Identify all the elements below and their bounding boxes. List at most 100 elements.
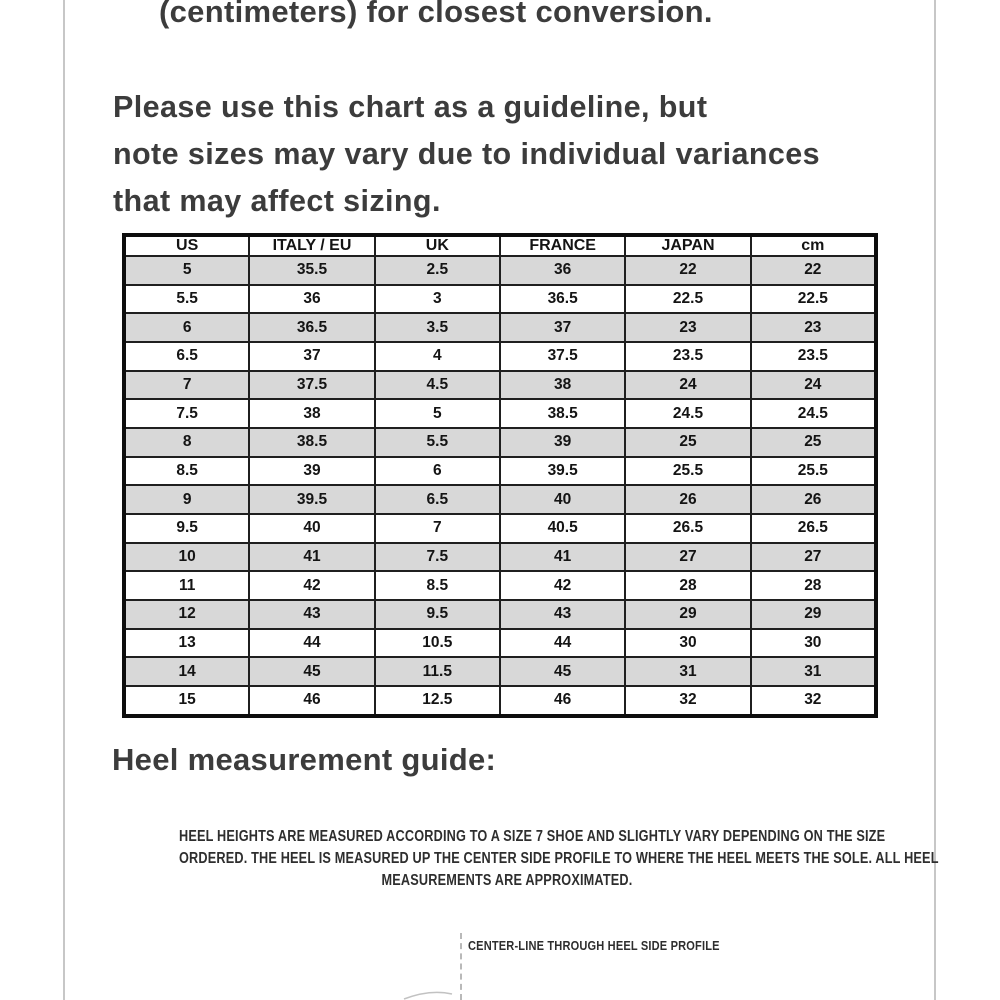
table-cell: 23: [749, 312, 878, 343]
table-cell: 22: [749, 255, 878, 286]
table-cell: 7: [122, 369, 251, 401]
header-row: US ITALY / EU UK FRANCE JAPAN cm: [122, 234, 878, 257]
table-cell: 26.5: [624, 512, 752, 544]
table-cell: 29: [749, 598, 878, 630]
center-line-dashed: [460, 933, 462, 1000]
table-cell: 46: [248, 684, 376, 718]
column-header: JAPAN: [624, 234, 752, 257]
guideline-paragraph: Please use this chart as a guideline, bu…: [113, 84, 903, 225]
guideline-line-2: note sizes may vary due to individual va…: [113, 137, 821, 171]
column-header: cm: [749, 234, 878, 257]
table-cell: 6.5: [373, 484, 501, 515]
column-header: UK: [373, 234, 501, 257]
table-row: 9.5 40 7 40.5 26.5 26.5: [122, 512, 878, 544]
table-cell: 14: [122, 656, 251, 687]
table-cell: 39.5: [248, 484, 376, 515]
table-row: 5 35.5 2.5 36 22 22: [122, 255, 878, 286]
table-cell: 28: [749, 570, 878, 601]
table-cell: 5.5: [373, 426, 501, 458]
table-cell: 23: [624, 312, 752, 343]
table-cell: 28: [624, 570, 752, 601]
heel-profile-sketch-edge: [403, 991, 453, 1000]
size-conversion-table: US ITALY / EU UK FRANCE JAPAN cm 5 35.5 2.5 36 22…: [122, 233, 878, 718]
table-cell: 8.5: [122, 455, 251, 487]
table-cell: 11.5: [373, 656, 501, 687]
table-cell: 13: [122, 627, 251, 659]
table-cell: 42: [498, 570, 627, 601]
table-cell: 12.5: [373, 684, 501, 718]
table-cell: 7.5: [122, 398, 251, 429]
table-cell: 29: [624, 598, 752, 630]
table-cell: 38.5: [498, 398, 627, 429]
table-row: 8 38.5 5.5 39 25 25: [122, 426, 878, 458]
heel-note-line-3: MEASUREMENTS ARE APPROXIMATED.: [381, 872, 633, 889]
table-row: 7 37.5 4.5 38 24 24: [122, 369, 878, 401]
table-cell: 36.5: [498, 283, 627, 315]
table-cell: 40: [498, 484, 627, 515]
heel-note-line-2: ORDERED. THE HEEL IS MEASURED UP THE CEN…: [179, 850, 939, 867]
table-cell: 37: [248, 340, 376, 372]
table-cell: 25.5: [749, 455, 878, 487]
column-header: ITALY / EU: [248, 234, 376, 257]
table-cell: 10.5: [373, 627, 501, 659]
table-cell: 40: [248, 512, 376, 544]
table-cell: 25: [749, 426, 878, 458]
table-cell: 24: [624, 369, 752, 401]
table-cell: 9.5: [373, 598, 501, 630]
table-cell: 37.5: [498, 340, 627, 372]
table-cell: 32: [749, 684, 878, 718]
table-cell: 44: [498, 627, 627, 659]
table-cell: 6: [373, 455, 501, 487]
table-cell: 24: [749, 369, 878, 401]
table-cell: 38: [248, 398, 376, 429]
heel-measurement-note: HEEL HEIGHTS ARE MEASURED ACCORDING TO A…: [179, 826, 939, 892]
table-cell: 3.5: [373, 312, 501, 343]
table-cell: 30: [624, 627, 752, 659]
table-cell: 23.5: [749, 340, 878, 372]
size-table-header: US ITALY / EU UK FRANCE JAPAN cm: [122, 234, 878, 257]
table-cell: 25.5: [624, 455, 752, 487]
table-cell: 35.5: [248, 255, 376, 286]
table-cell: 26: [749, 484, 878, 515]
table-cell: 24.5: [624, 398, 752, 429]
table-row: 11 42 8.5 42 28 28: [122, 570, 878, 601]
heel-note-line-1: HEEL HEIGHTS ARE MEASURED ACCORDING TO A…: [179, 828, 886, 845]
table-cell: 31: [749, 656, 878, 687]
table-cell: 23.5: [624, 340, 752, 372]
table-row: 8.5 39 6 39.5 25.5 25.5: [122, 455, 878, 487]
table-cell: 38: [498, 369, 627, 401]
table-row: 14 45 11.5 45 31 31: [122, 656, 878, 687]
table-row: 6 36.5 3.5 37 23 23: [122, 312, 878, 343]
table-cell: 5.5: [122, 283, 251, 315]
table-cell: 31: [624, 656, 752, 687]
table-cell: 46: [498, 684, 627, 718]
table-row: 7.5 38 5 38.5 24.5 24.5: [122, 398, 878, 429]
heel-guide-heading: Heel measurement guide:: [112, 742, 497, 777]
table-cell: 15: [122, 684, 251, 718]
table-cell: 6.5: [122, 340, 251, 372]
table-cell: 36: [498, 255, 627, 286]
guideline-line-1: Please use this chart as a guideline, bu…: [113, 90, 708, 124]
table-row: 9 39.5 6.5 40 26 26: [122, 484, 878, 515]
size-chart-body: 5 35.5 2.5 36 22 22 5.5 36 3 36.5 22.5 22.5 6 36.5 3.5…: [122, 255, 878, 718]
table-cell: 22: [624, 255, 752, 286]
table-cell: 9.5: [122, 512, 251, 544]
table-cell: 44: [248, 627, 376, 659]
table-cell: 10: [122, 541, 251, 573]
table-cell: 39: [498, 426, 627, 458]
table-cell: 37.5: [248, 369, 376, 401]
table-cell: 39: [248, 455, 376, 487]
table-cell: 43: [248, 598, 376, 630]
table-cell: 8.5: [373, 570, 501, 601]
table-cell: 39.5: [498, 455, 627, 487]
table-cell: 25: [624, 426, 752, 458]
table-cell: 4: [373, 340, 501, 372]
table-cell: 26.5: [749, 512, 878, 544]
table-row: 10 41 7.5 41 27 27: [122, 541, 878, 573]
center-line-label: CENTER-LINE THROUGH HEEL SIDE PROFILE: [468, 938, 720, 953]
table-cell: 37: [498, 312, 627, 343]
table-cell: 5: [373, 398, 501, 429]
table-cell: 4.5: [373, 369, 501, 401]
table-row: 15 46 12.5 46 32 32: [122, 684, 878, 718]
table-cell: 41: [248, 541, 376, 573]
